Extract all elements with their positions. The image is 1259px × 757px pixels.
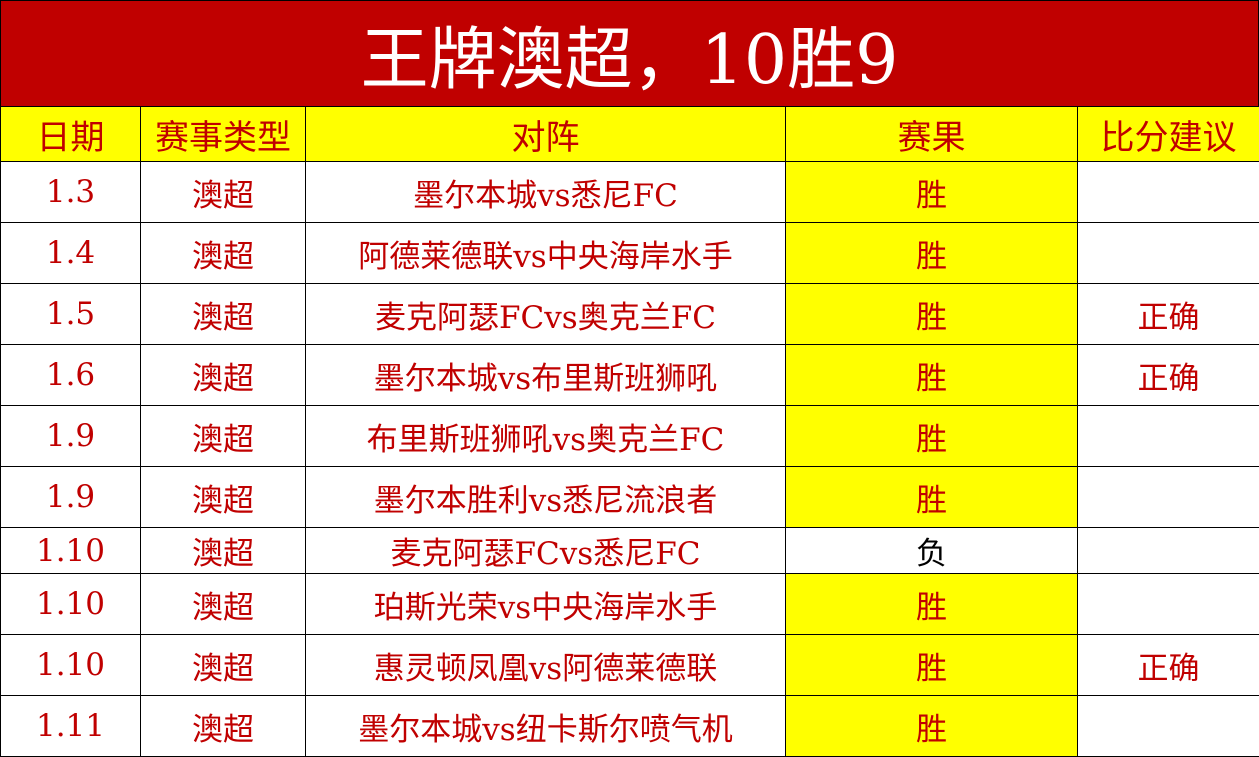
type-cell: 澳超	[141, 162, 306, 223]
match-cell: 墨尔本城vs纽卡斯尔喷气机	[306, 696, 786, 757]
date-cell: 1.5	[1, 284, 141, 345]
date-cell: 1.6	[1, 345, 141, 406]
result-cell: 胜	[786, 574, 1078, 635]
tip-cell	[1078, 162, 1259, 223]
type-cell: 澳超	[141, 467, 306, 528]
match-cell: 珀斯光荣vs中央海岸水手	[306, 574, 786, 635]
date-cell: 1.10	[1, 574, 141, 635]
match-cell: 惠灵顿凤凰vs阿德莱德联	[306, 635, 786, 696]
result-cell: 负	[786, 528, 1078, 574]
page-title: 王牌澳超，10胜9	[0, 0, 1259, 106]
match-cell: 墨尔本胜利vs悉尼流浪者	[306, 467, 786, 528]
date-cell: 1.10	[1, 528, 141, 574]
result-cell: 胜	[786, 345, 1078, 406]
tip-cell: 正确	[1078, 635, 1259, 696]
type-cell: 澳超	[141, 696, 306, 757]
result-cell: 胜	[786, 406, 1078, 467]
date-cell: 1.3	[1, 162, 141, 223]
header-type: 赛事类型	[141, 107, 306, 162]
match-cell: 墨尔本城vs布里斯班狮吼	[306, 345, 786, 406]
match-cell: 麦克阿瑟FCvs奥克兰FC	[306, 284, 786, 345]
tip-cell	[1078, 467, 1259, 528]
result-cell: 胜	[786, 284, 1078, 345]
result-cell: 胜	[786, 162, 1078, 223]
tip-cell	[1078, 223, 1259, 284]
header-tip: 比分建议	[1078, 107, 1259, 162]
tip-cell	[1078, 696, 1259, 757]
header-result: 赛果	[786, 107, 1078, 162]
type-cell: 澳超	[141, 635, 306, 696]
tip-cell: 正确	[1078, 284, 1259, 345]
type-cell: 澳超	[141, 345, 306, 406]
date-cell: 1.9	[1, 467, 141, 528]
match-cell: 布里斯班狮吼vs奥克兰FC	[306, 406, 786, 467]
type-cell: 澳超	[141, 406, 306, 467]
tip-cell: 正确	[1078, 345, 1259, 406]
result-cell: 胜	[786, 635, 1078, 696]
tip-cell	[1078, 406, 1259, 467]
match-cell: 墨尔本城vs悉尼FC	[306, 162, 786, 223]
match-cell: 阿德莱德联vs中央海岸水手	[306, 223, 786, 284]
type-cell: 澳超	[141, 223, 306, 284]
result-cell: 胜	[786, 696, 1078, 757]
date-cell: 1.11	[1, 696, 141, 757]
header-date: 日期	[1, 107, 141, 162]
header-row: 日期 赛事类型 对阵 赛果 比分建议	[1, 107, 1259, 162]
type-cell: 澳超	[141, 528, 306, 574]
header-match: 对阵	[306, 107, 786, 162]
tip-cell	[1078, 528, 1259, 574]
date-cell: 1.9	[1, 406, 141, 467]
date-cell: 1.10	[1, 635, 141, 696]
date-cell: 1.4	[1, 223, 141, 284]
match-cell: 麦克阿瑟FCvs悉尼FC	[306, 528, 786, 574]
result-cell: 胜	[786, 223, 1078, 284]
result-cell: 胜	[786, 467, 1078, 528]
tip-cell	[1078, 574, 1259, 635]
type-cell: 澳超	[141, 284, 306, 345]
type-cell: 澳超	[141, 574, 306, 635]
